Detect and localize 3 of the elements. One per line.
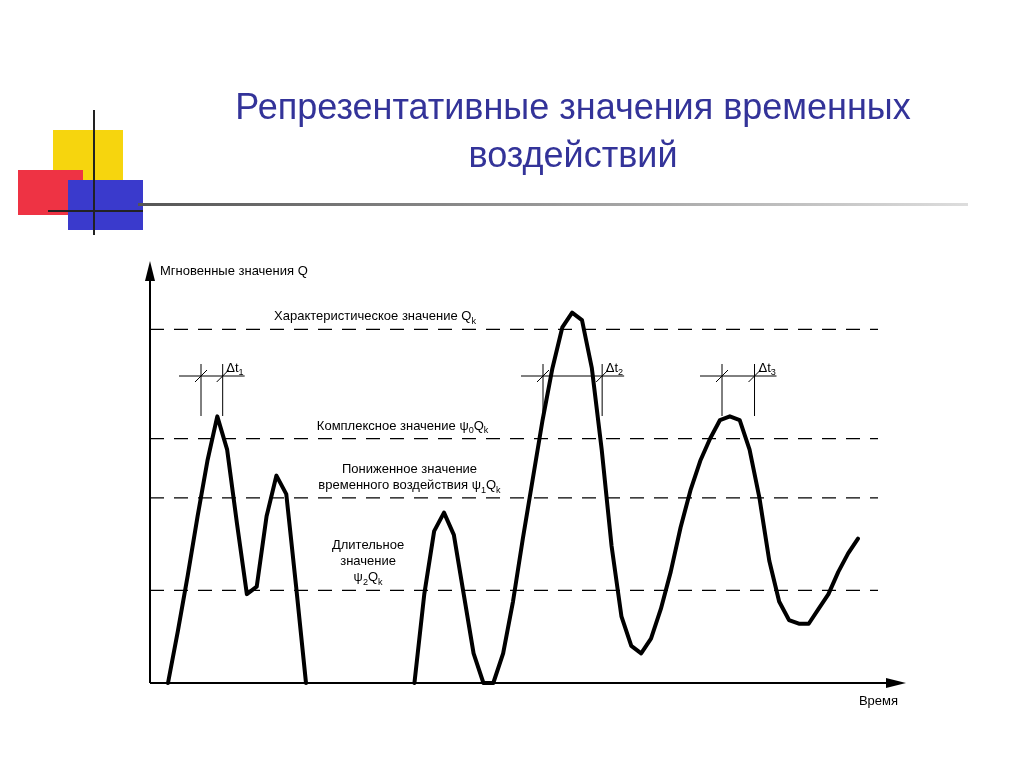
chart-title: Репрезентативные значения временных воздействий [234, 85, 912, 177]
y-axis-title: Мгновенные значения Q [160, 263, 308, 278]
x-axis-title: Время [858, 693, 898, 708]
